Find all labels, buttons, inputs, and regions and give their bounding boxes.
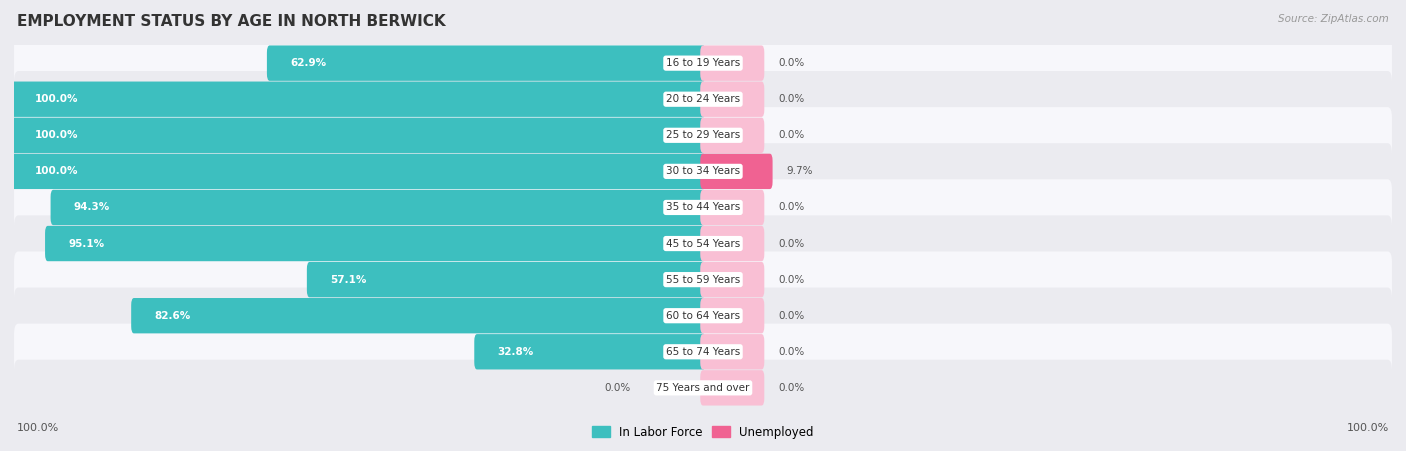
FancyBboxPatch shape [14,324,1392,380]
FancyBboxPatch shape [14,143,1392,199]
FancyBboxPatch shape [45,226,706,261]
Legend: In Labor Force, Unemployed: In Labor Force, Unemployed [588,421,818,443]
FancyBboxPatch shape [14,107,1392,163]
Text: 25 to 29 Years: 25 to 29 Years [666,130,740,140]
Text: EMPLOYMENT STATUS BY AGE IN NORTH BERWICK: EMPLOYMENT STATUS BY AGE IN NORTH BERWIC… [17,14,446,28]
Text: 0.0%: 0.0% [778,275,804,285]
FancyBboxPatch shape [700,262,765,297]
Text: 0.0%: 0.0% [605,383,631,393]
Text: 0.0%: 0.0% [778,239,804,249]
Text: 94.3%: 94.3% [75,202,110,212]
FancyBboxPatch shape [14,179,1392,235]
FancyBboxPatch shape [700,370,765,405]
Text: 0.0%: 0.0% [778,347,804,357]
Text: 95.1%: 95.1% [69,239,104,249]
FancyBboxPatch shape [11,82,706,117]
FancyBboxPatch shape [14,252,1392,308]
FancyBboxPatch shape [11,154,706,189]
FancyBboxPatch shape [14,216,1392,272]
FancyBboxPatch shape [700,226,765,261]
Text: 60 to 64 Years: 60 to 64 Years [666,311,740,321]
Text: 0.0%: 0.0% [778,311,804,321]
Text: 32.8%: 32.8% [498,347,534,357]
FancyBboxPatch shape [700,82,765,117]
Text: Source: ZipAtlas.com: Source: ZipAtlas.com [1278,14,1389,23]
FancyBboxPatch shape [474,334,706,369]
FancyBboxPatch shape [14,35,1392,91]
Text: 0.0%: 0.0% [778,94,804,104]
Text: 0.0%: 0.0% [778,130,804,140]
Text: 9.7%: 9.7% [786,166,813,176]
Text: 16 to 19 Years: 16 to 19 Years [666,58,740,68]
Text: 0.0%: 0.0% [778,58,804,68]
FancyBboxPatch shape [131,298,706,333]
FancyBboxPatch shape [700,46,765,81]
Text: 20 to 24 Years: 20 to 24 Years [666,94,740,104]
FancyBboxPatch shape [11,118,706,153]
FancyBboxPatch shape [51,190,706,225]
FancyBboxPatch shape [700,154,772,189]
Text: 30 to 34 Years: 30 to 34 Years [666,166,740,176]
Text: 100.0%: 100.0% [17,423,59,433]
Text: 55 to 59 Years: 55 to 59 Years [666,275,740,285]
FancyBboxPatch shape [14,360,1392,416]
Text: 0.0%: 0.0% [778,383,804,393]
Text: 57.1%: 57.1% [330,275,367,285]
Text: 100.0%: 100.0% [35,94,79,104]
Text: 35 to 44 Years: 35 to 44 Years [666,202,740,212]
FancyBboxPatch shape [307,262,706,297]
FancyBboxPatch shape [700,190,765,225]
Text: 100.0%: 100.0% [35,166,79,176]
Text: 62.9%: 62.9% [290,58,326,68]
FancyBboxPatch shape [700,334,765,369]
Text: 100.0%: 100.0% [35,130,79,140]
FancyBboxPatch shape [700,298,765,333]
Text: 65 to 74 Years: 65 to 74 Years [666,347,740,357]
FancyBboxPatch shape [700,118,765,153]
Text: 45 to 54 Years: 45 to 54 Years [666,239,740,249]
Text: 100.0%: 100.0% [1347,423,1389,433]
Text: 75 Years and over: 75 Years and over [657,383,749,393]
FancyBboxPatch shape [14,71,1392,127]
FancyBboxPatch shape [267,46,706,81]
Text: 82.6%: 82.6% [155,311,191,321]
Text: 0.0%: 0.0% [778,202,804,212]
FancyBboxPatch shape [14,288,1392,344]
